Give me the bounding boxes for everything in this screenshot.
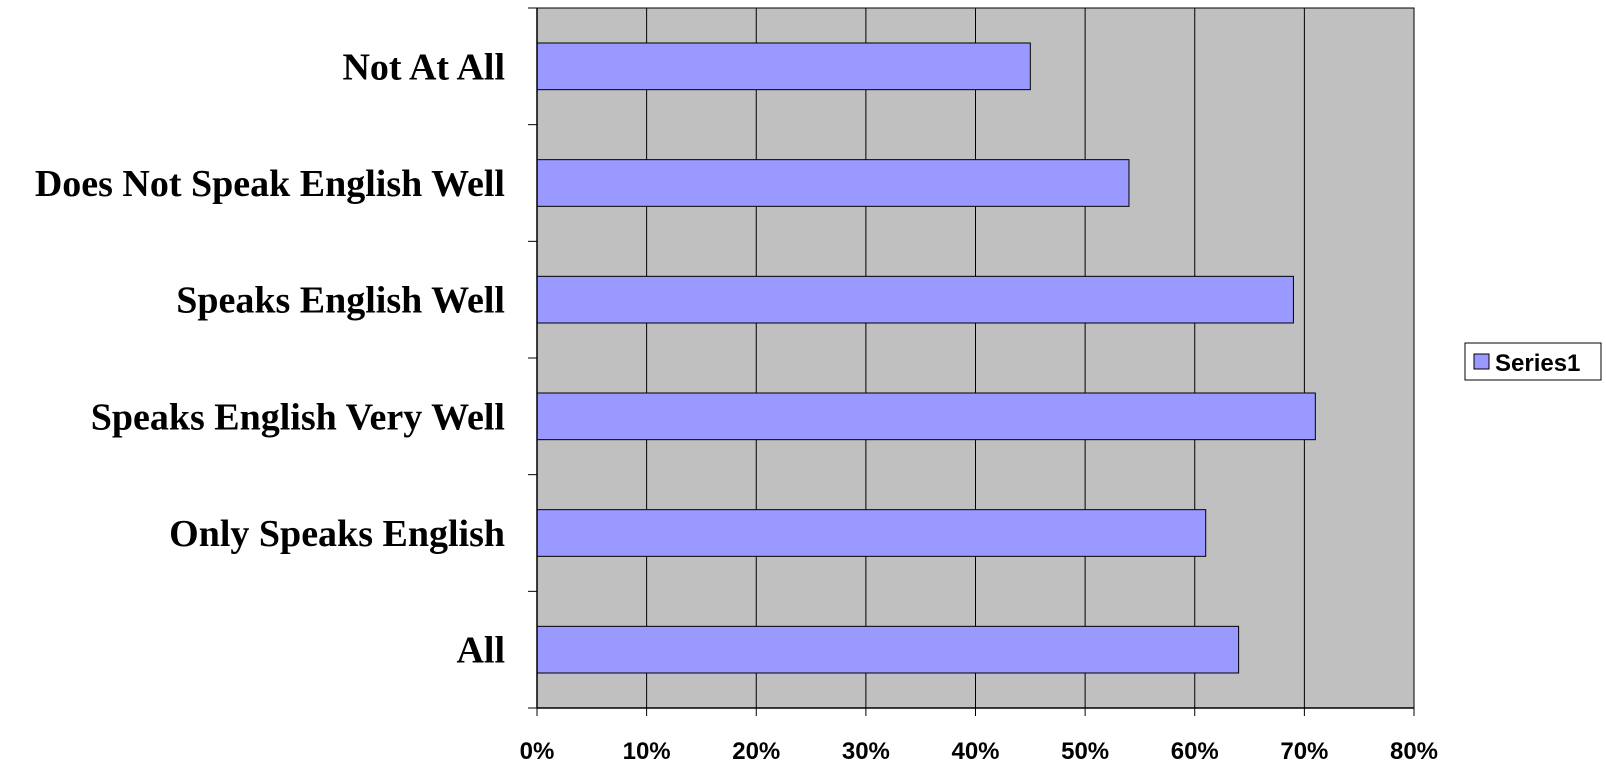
bar (536, 509, 1207, 557)
category-label: Does Not Speak English Well (35, 163, 505, 205)
x-tick-label: 70% (1280, 738, 1328, 763)
legend: Series1 (1464, 342, 1602, 381)
gridlines (646, 8, 1305, 708)
category-label: Speaks English Well (176, 280, 505, 322)
category-label: Speaks English Very Well (91, 396, 505, 438)
x-axis: 0% 10% 20% 30% 40% 50% 60% 70% 80% (520, 707, 1438, 763)
x-tick-label: 30% (842, 738, 890, 763)
legend-label: Series1 (1495, 350, 1580, 377)
x-tick-label: 10% (623, 738, 671, 763)
legend-swatch (1473, 353, 1490, 370)
bar (536, 42, 1031, 91)
y-axis: Not At All Does Not Speak English Well Spe… (35, 7, 538, 709)
category-label: All (456, 630, 505, 672)
bar (536, 625, 1240, 674)
x-tick-label: 20% (732, 738, 780, 763)
x-tick-label: 50% (1061, 738, 1109, 763)
x-tick-label: 60% (1171, 738, 1219, 763)
category-label: Not At All (342, 46, 505, 88)
category-label: Only Speaks English (169, 513, 505, 555)
x-tick-label: 80% (1390, 738, 1438, 763)
x-tick-label: 0% (520, 738, 555, 763)
bar (536, 275, 1294, 324)
bars (536, 42, 1316, 674)
bar (536, 392, 1316, 441)
bar (536, 159, 1130, 207)
x-tick-label: 40% (951, 738, 999, 763)
